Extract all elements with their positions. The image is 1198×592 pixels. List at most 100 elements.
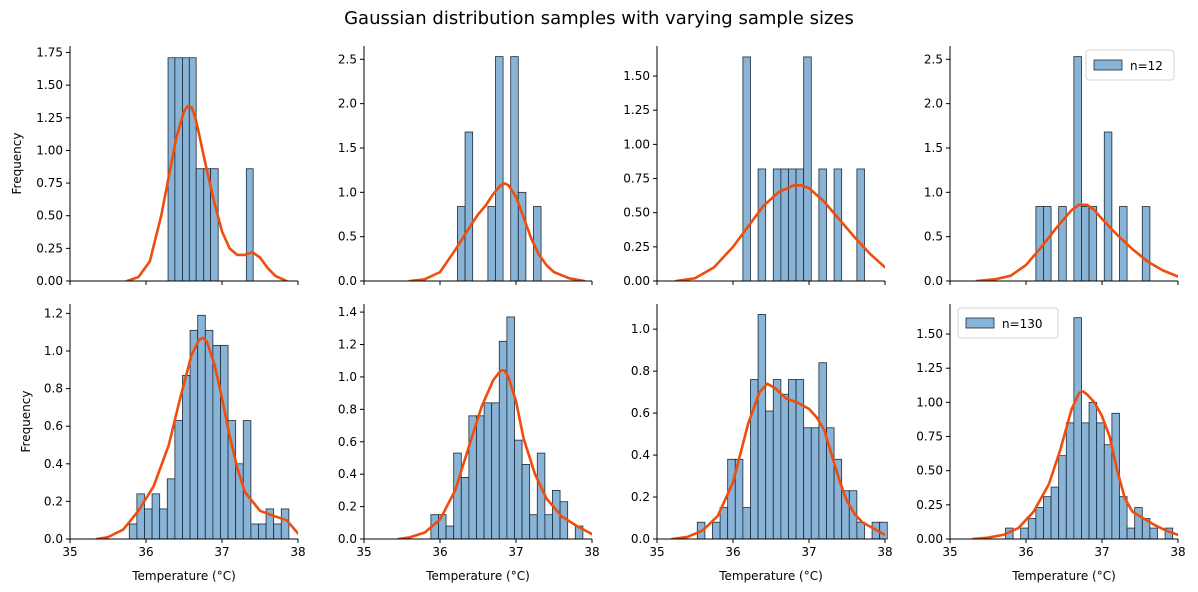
legend-box: [957, 307, 1059, 339]
y-axis-label: Frequency: [19, 391, 33, 453]
histogram-bar: [1096, 422, 1105, 540]
histogram-bar: [460, 477, 470, 540]
histogram-bar: [174, 57, 183, 282]
y-tick-label: 1.0: [631, 322, 650, 336]
x-tick-label: 35: [356, 545, 371, 559]
histogram-bar: [166, 478, 176, 540]
y-tick-label: 0.50: [623, 206, 650, 220]
histogram-bar: [204, 329, 214, 540]
legend-swatch: [1093, 59, 1123, 71]
y-tick-label: 0.6: [338, 435, 357, 449]
x-tick-label: 38: [584, 545, 599, 559]
y-tick-label: 1.2: [44, 306, 63, 320]
y-tick-label: 1.0: [44, 344, 63, 358]
x-axis-label: Temperature (°C): [425, 569, 530, 583]
histogram-bar: [242, 420, 252, 540]
histogram-bar: [182, 57, 190, 282]
histogram-bar: [182, 375, 191, 540]
y-tick-label: 0.6: [631, 406, 650, 420]
y-tick-label: 1.0: [338, 185, 357, 199]
y-tick-label: 0.0: [44, 532, 63, 546]
y-tick-label: 0.4: [338, 467, 357, 481]
histogram-bar: [1043, 496, 1052, 540]
histogram-bar: [810, 427, 820, 540]
x-axis-label: Temperature (°C): [718, 569, 823, 583]
histogram-bar: [818, 168, 827, 282]
y-tick-label: 0.25: [623, 240, 650, 254]
y-tick-label: 0.0: [338, 274, 357, 288]
histogram-bar: [445, 525, 455, 540]
y-tick-label: 2.0: [338, 97, 357, 111]
histogram-bar: [491, 402, 500, 540]
y-tick-label: 0.0: [338, 532, 357, 546]
histogram-bar: [780, 168, 789, 282]
histogram-bar: [833, 168, 843, 282]
histogram-bar: [250, 523, 259, 540]
y-tick-label: 1.0: [338, 370, 357, 384]
histogram-bar: [742, 56, 751, 282]
y-tick-label: 2.5: [338, 52, 357, 66]
subplot-1: 0.00 0.25 0.50 0.75 1.00 1.25 1.50 1.75 Frequenc…: [10, 46, 299, 288]
histogram-bar: [879, 521, 888, 540]
histogram-bar: [483, 402, 493, 540]
histogram-bar: [220, 344, 229, 540]
histogram-bar: [536, 452, 546, 540]
histogram-bar: [245, 168, 254, 282]
y-tick-label: 0.4: [44, 457, 63, 471]
y-tick-label: 0.5: [338, 230, 357, 244]
y-tick-label: 0.0: [631, 532, 650, 546]
x-tick-label: 37: [801, 545, 816, 559]
histogram-bar: [1103, 131, 1113, 282]
y-tick-label: 0.75: [623, 172, 650, 186]
histogram-bar: [856, 168, 865, 282]
y-tick-label: 0.2: [44, 494, 63, 508]
histogram-bar: [1141, 206, 1151, 282]
x-tick-label: 35: [942, 545, 957, 559]
subplot-2: 0.0 0.5 1.0 1.5 2.0 2.5: [338, 46, 593, 288]
x-tick-label: 35: [649, 545, 664, 559]
y-tick-label: 1.00: [623, 137, 650, 151]
histogram-bar: [1020, 527, 1029, 540]
y-tick-label: 0.25: [36, 241, 63, 255]
y-tick-label: 0.5: [924, 230, 943, 244]
histogram-bar: [1149, 527, 1158, 540]
y-tick-label: 1.50: [623, 69, 650, 83]
x-tick-label: 37: [214, 545, 229, 559]
histogram-bar: [197, 314, 206, 540]
y-tick-label: 0.6: [44, 419, 63, 433]
subplot-8: 0.00 0.25 0.50 0.75 1.00 1.25 1.50 35 36 37 38 Temp…: [916, 304, 1186, 583]
kde-curve: [408, 182, 586, 281]
y-tick-label: 0.00: [623, 274, 650, 288]
histogram-bar: [1119, 496, 1128, 540]
histogram-bar: [788, 379, 797, 540]
y-tick-label: 1.75: [36, 46, 63, 60]
kde-curve: [971, 390, 1178, 539]
histogram-bar: [780, 393, 789, 540]
y-tick-label: 1.2: [338, 338, 357, 352]
histogram-bar: [772, 168, 782, 282]
histogram-bar: [453, 452, 462, 540]
histogram-bar: [757, 168, 767, 282]
histogram-bar: [1035, 507, 1044, 540]
kde-curve: [396, 369, 592, 539]
y-tick-label: 1.5: [924, 141, 943, 155]
y-tick-label: 1.50: [916, 327, 943, 341]
y-tick-label: 1.50: [36, 78, 63, 92]
histogram-bar: [189, 329, 199, 540]
histogram-bar: [506, 316, 515, 540]
kde-curve: [670, 382, 885, 539]
x-tick-label: 38: [877, 545, 892, 559]
histogram-bar: [803, 56, 812, 282]
histogram-bar: [521, 464, 531, 540]
y-tick-label: 0.50: [916, 464, 943, 478]
kde-curve: [125, 104, 288, 281]
legend: n=130: [957, 307, 1059, 339]
histogram-bar: [514, 439, 523, 540]
histogram-bar: [151, 493, 161, 540]
x-tick-label: 38: [1170, 545, 1185, 559]
y-tick-label: 1.25: [36, 111, 63, 125]
legend-box: [1085, 49, 1175, 81]
histogram-bar: [1081, 206, 1090, 282]
histogram-bar: [188, 57, 197, 282]
histogram-bar: [529, 514, 538, 540]
